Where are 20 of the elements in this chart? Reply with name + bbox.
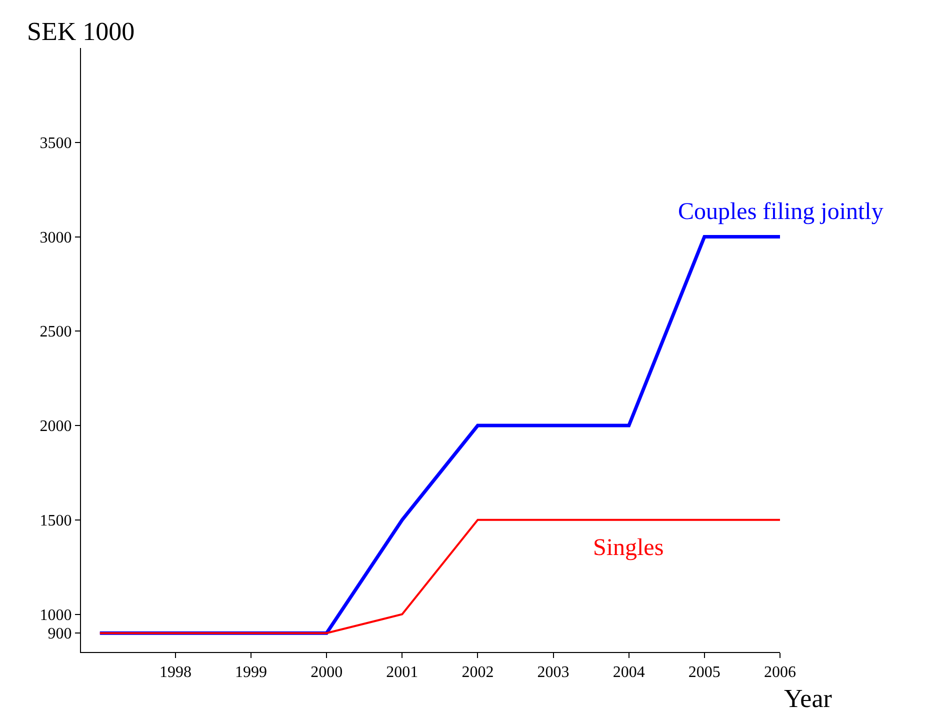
y-axis-title: SEK 1000	[27, 17, 135, 46]
x-tick-label: 1998	[159, 664, 192, 682]
y-tick-label: 2000	[40, 418, 72, 436]
y-tick-label: 3000	[40, 229, 72, 246]
series-label: Singles	[593, 535, 664, 561]
y-tick-label: 1000	[40, 606, 72, 624]
x-tick-label: 2005	[688, 664, 720, 682]
series-label: Couples filing jointly	[678, 199, 884, 225]
x-tick-label: 2000	[310, 664, 343, 682]
y-tick-label: 2500	[40, 324, 72, 341]
x-tick-label: 2003	[537, 664, 570, 682]
x-tick-label: 1999	[235, 664, 268, 682]
y-tick-label: 900	[48, 626, 72, 643]
y-tick-label: 3500	[40, 134, 72, 152]
x-tick-label: 2006	[764, 664, 796, 682]
x-tick-label: 2001	[386, 664, 418, 682]
x-tick-label: 2002	[462, 664, 494, 682]
x-axis-title: Year	[784, 684, 832, 713]
y-tick-label: 1500	[40, 512, 72, 530]
x-tick-label: 2004	[612, 664, 645, 682]
